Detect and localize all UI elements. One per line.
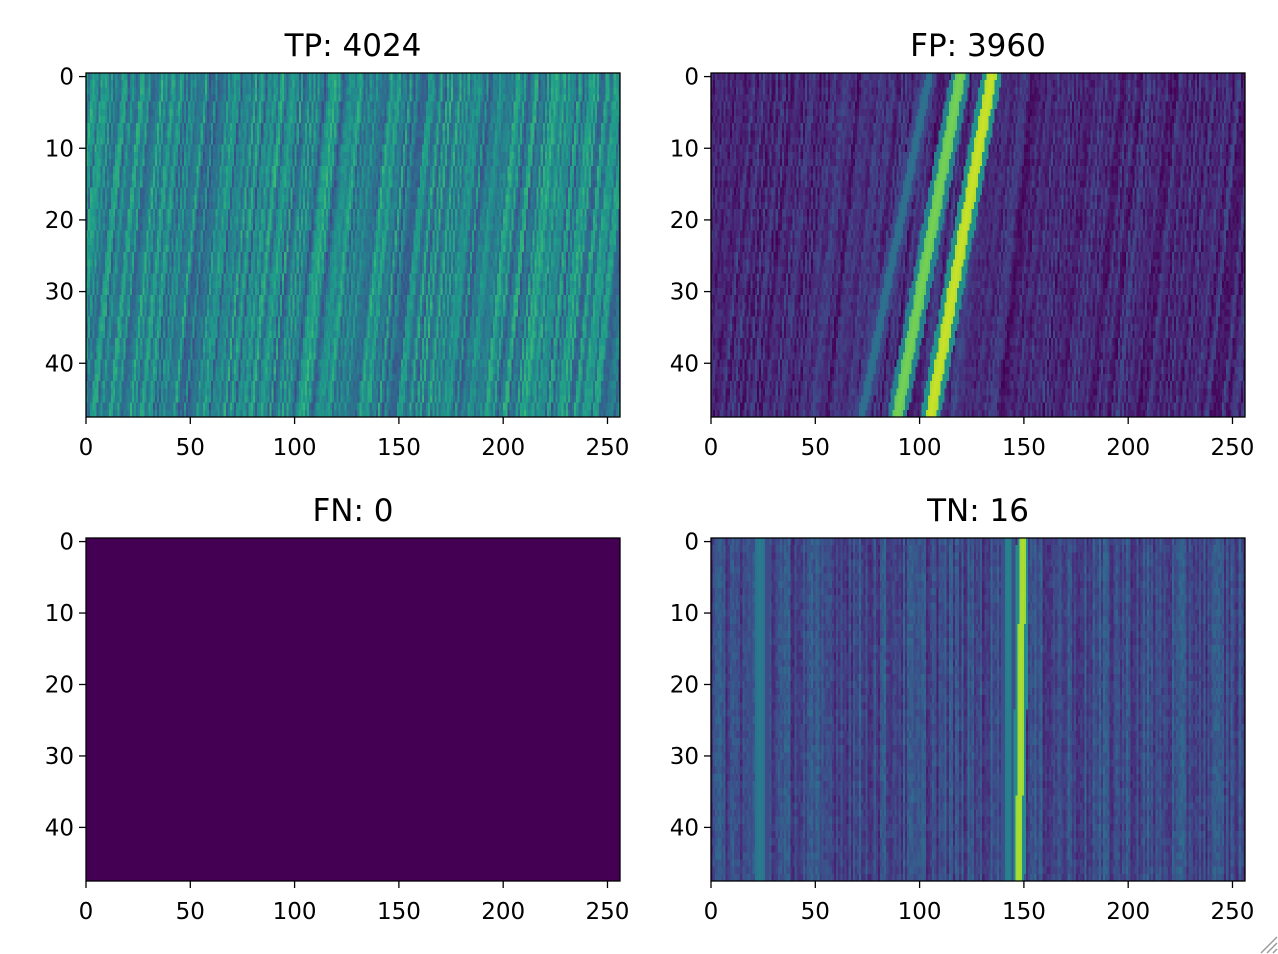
- subplot-title: TP: 4024: [284, 28, 422, 64]
- y-tick-label: 30: [670, 744, 699, 770]
- y-tick-label: 10: [45, 136, 74, 162]
- y-tick-label: 40: [45, 815, 74, 841]
- y-tick-label: 40: [45, 351, 74, 377]
- y-tick-label: 0: [684, 530, 699, 556]
- x-tick-label: 150: [1002, 899, 1046, 925]
- y-tick-label: 10: [670, 601, 699, 627]
- subplot-title: FP: 3960: [910, 28, 1046, 64]
- subplot-2: FP: 3960 0 50 100 150 200 250 0 10 20 30 40: [670, 28, 1255, 461]
- y-tick-label: 40: [670, 815, 699, 841]
- x-tick-label: 100: [898, 435, 942, 461]
- axes-frame: [85, 72, 621, 418]
- heatmap-image: [711, 538, 1245, 881]
- subplot-1: TP: 4024 0 50 100 150 200 250 0 10 20 30 40: [45, 28, 630, 461]
- subplot-4: TN: 16 0 50 100 150 200 250 0 10 20 30 40: [670, 493, 1255, 925]
- y-tick-label: 20: [45, 208, 74, 234]
- x-tick-label: 250: [1211, 435, 1255, 461]
- x-tick-label: 150: [377, 899, 421, 925]
- x-tick-label: 100: [273, 435, 317, 461]
- y-tick-label: 20: [670, 672, 699, 698]
- y-tick-label: 0: [59, 530, 74, 556]
- y-tick-label: 30: [670, 280, 699, 306]
- x-tick-label: 250: [586, 435, 630, 461]
- heatmap-image: [86, 538, 620, 881]
- heatmap-image: [711, 73, 1245, 417]
- x-tick-label: 200: [481, 899, 525, 925]
- subplot-title: FN: 0: [312, 493, 393, 529]
- y-tick-label: 10: [45, 601, 74, 627]
- x-tick-label: 250: [1211, 899, 1255, 925]
- x-tick-label: 0: [79, 899, 94, 925]
- x-tick-label: 50: [176, 899, 205, 925]
- x-tick-label: 250: [586, 899, 630, 925]
- subplot-3: FN: 0 0 50 100 150 200 250 0 10 20 30 40: [45, 493, 630, 925]
- x-tick-label: 50: [176, 435, 205, 461]
- y-tick-label: 0: [684, 65, 699, 91]
- x-tick-label: 0: [704, 435, 719, 461]
- y-tick-label: 20: [670, 208, 699, 234]
- y-tick-label: 30: [45, 744, 74, 770]
- x-tick-label: 200: [1106, 435, 1150, 461]
- resize-grip-icon[interactable]: [1252, 928, 1278, 954]
- x-tick-label: 0: [704, 899, 719, 925]
- x-tick-label: 150: [377, 435, 421, 461]
- x-tick-label: 100: [273, 899, 317, 925]
- y-tick-label: 10: [670, 136, 699, 162]
- x-tick-label: 150: [1002, 435, 1046, 461]
- x-tick-label: 0: [79, 435, 94, 461]
- y-tick-label: 30: [45, 280, 74, 306]
- axes-frame: [710, 72, 1246, 418]
- x-tick-label: 100: [898, 899, 942, 925]
- x-tick-label: 200: [481, 435, 525, 461]
- heatmap-image: [86, 73, 620, 417]
- subplot-title: TN: 16: [926, 493, 1029, 529]
- axes-frame: [710, 537, 1246, 882]
- x-tick-label: 200: [1106, 899, 1150, 925]
- y-tick-label: 0: [59, 65, 74, 91]
- axes-frame: [85, 537, 621, 882]
- x-tick-label: 50: [801, 899, 830, 925]
- y-tick-label: 40: [670, 351, 699, 377]
- y-tick-label: 20: [45, 672, 74, 698]
- x-tick-label: 50: [801, 435, 830, 461]
